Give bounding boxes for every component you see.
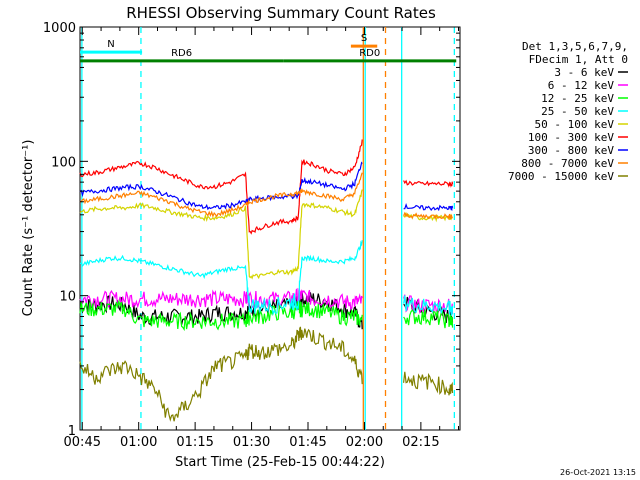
- series-line: [79, 161, 363, 211]
- series-line: [79, 139, 363, 235]
- x-tick-label: 01:45: [289, 435, 326, 450]
- series-line: [79, 172, 363, 218]
- legend: Det 1,3,5,6,7,9,FDecim 1, Att 03 - 6 keV…: [508, 40, 628, 183]
- legend-entry: 300 - 800 keV: [528, 144, 614, 157]
- legend-entry: 800 - 7000 keV: [521, 157, 614, 170]
- legend-header: Det 1,3,5,6,7,9,: [522, 40, 628, 53]
- y-tick-label: 10: [59, 290, 76, 305]
- series-line: [403, 202, 454, 212]
- x-tick-label: 01:15: [176, 435, 213, 450]
- legend-header: FDecim 1, Att 0: [529, 53, 628, 66]
- chart-title: RHESSI Observing Summary Count Rates: [126, 4, 436, 22]
- x-tick-label: 01:00: [120, 435, 157, 450]
- legend-entry: 12 - 25 keV: [541, 92, 614, 105]
- series-line: [403, 295, 454, 316]
- annotation-label: RD0: [359, 48, 380, 59]
- x-tick-label: 02:15: [402, 435, 439, 450]
- legend-entry: 100 - 300 keV: [528, 131, 614, 144]
- annotation-label: S: [361, 33, 367, 44]
- series-line: [79, 287, 363, 311]
- x-tick-label: 01:30: [233, 435, 270, 450]
- series-line: [79, 240, 363, 317]
- series-line: [403, 211, 453, 221]
- legend-entry: 3 - 6 keV: [554, 66, 614, 79]
- legend-entry: 7000 - 15000 keV: [508, 170, 614, 183]
- series-line: [79, 291, 363, 330]
- timestamp: 26-Oct-2021 13:15: [560, 468, 636, 477]
- x-axis-label: Start Time (25-Feb-15 00:44:22): [175, 455, 385, 470]
- annotation-label: N: [107, 39, 114, 50]
- annotation-label: RD6: [171, 48, 192, 59]
- legend-entry: 6 - 12 keV: [548, 79, 615, 92]
- series-line: [79, 189, 363, 280]
- series-line: [79, 299, 363, 332]
- series-line: [79, 326, 363, 422]
- x-tick-label: 00:45: [64, 435, 101, 450]
- series-line: [403, 371, 454, 396]
- y-tick-label: 1000: [43, 21, 76, 36]
- y-axis-label: Count Rate (s⁻¹ detector⁻¹): [21, 140, 36, 317]
- series-line: [403, 179, 454, 188]
- y-tick-label: 1: [68, 424, 76, 439]
- series-line: [403, 309, 454, 329]
- y-tick-label: 100: [51, 155, 76, 170]
- legend-entry: 50 - 100 keV: [535, 118, 615, 131]
- legend-entry: 25 - 50 keV: [541, 105, 614, 118]
- x-tick-label: 02:00: [346, 435, 383, 450]
